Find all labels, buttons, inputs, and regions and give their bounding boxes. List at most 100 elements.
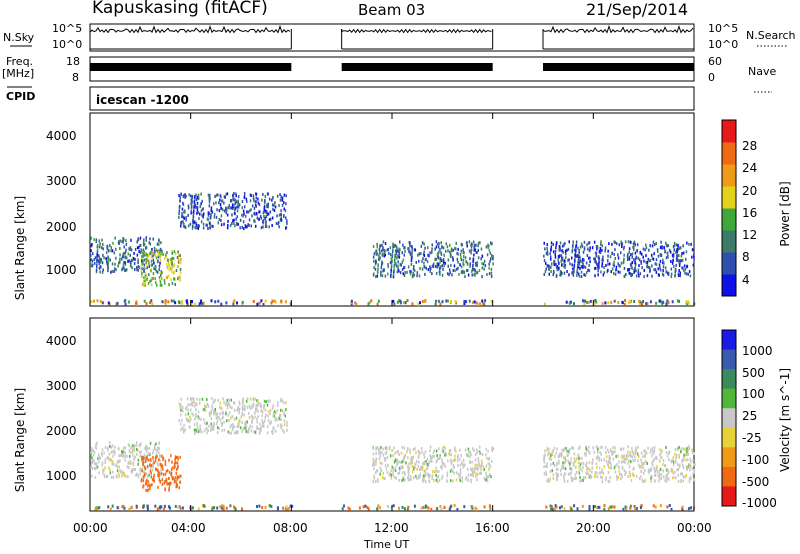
echo-cell [475,263,477,267]
echo-cell [171,267,173,271]
echo-cell [571,256,573,260]
echo-cell [138,250,140,253]
echo-cell [264,216,266,220]
echo-cell [220,506,223,510]
echo-cell [395,252,398,255]
echo-cell [618,469,620,473]
echo-cell [657,273,660,277]
echo-cell [634,455,636,459]
echo-cell [145,245,148,249]
echo-cell [155,281,157,285]
echo-cell [129,459,131,463]
echo-cell [614,464,617,468]
echo-cell [218,209,221,213]
cpid-panel-frame [89,86,695,111]
echo-cell [613,466,616,470]
echo-cell [239,218,242,222]
echo-cell [183,430,185,434]
echo-cell [457,464,459,467]
echo-cell [101,238,103,242]
echo-cell [651,264,653,268]
echo-cell [144,283,146,287]
echo-cell [108,452,111,456]
echo-cell [424,450,427,454]
velocity-ytick-3000: 3000 [46,379,77,393]
xtick-2400: 00:00 [677,521,712,535]
echo-cell [675,460,677,464]
echo-cell [379,251,381,255]
echo-cell [658,459,661,463]
echo-cell [424,246,426,250]
echo-cell [122,252,124,256]
echo-cell [258,427,260,431]
echo-cell [596,505,599,509]
echo-cell [400,466,402,470]
echo-cell [464,275,466,279]
echo-cell [232,423,234,426]
echo-cell [157,250,159,254]
echo-cell [478,303,481,306]
echo-cell [437,470,440,473]
echo-cell [107,265,109,269]
echo-cell [580,275,583,278]
echo-cell [435,245,438,249]
echo-cell [217,299,220,303]
echo-cell [407,265,410,269]
echo-cell [485,245,488,249]
echo-cell [631,255,633,259]
echo-cell [195,226,197,230]
echo-cell [594,259,597,263]
echo-cell [613,299,616,303]
echo-cell [151,263,154,267]
echo-cell [184,210,186,214]
velocity-colorbar-segment [722,330,736,351]
echo-cell [258,504,261,508]
echo-cell [675,257,678,260]
echo-cell [146,253,148,257]
echo-cell [106,245,109,249]
echo-cell [642,466,644,470]
echo-cell [177,260,180,264]
echo-cell [464,477,467,481]
echo-cell [448,452,450,455]
echo-cell [154,253,156,257]
echo-cell [179,278,181,282]
echo-cell [429,445,432,449]
echo-cell [160,241,162,245]
echo-cell [410,259,413,263]
echo-cell [462,459,465,462]
echo-cell [170,266,172,270]
echo-cell [144,276,147,280]
echo-cell [243,195,246,199]
echo-cell [648,471,650,475]
echo-cell [110,249,112,253]
echo-cell [678,254,680,258]
echo-cell [228,206,230,210]
echo-cell [572,245,574,249]
echo-cell [200,192,202,196]
echo-cell [166,276,168,280]
echo-cell [239,226,241,230]
echo-cell [130,248,133,252]
echo-cell [375,452,377,455]
echo-cell [546,250,549,254]
echo-cell [675,250,677,254]
echo-cell [477,256,480,260]
echo-cell [583,302,586,306]
echo-cell [621,242,624,246]
echo-cell [393,263,396,267]
echo-cell [485,478,487,482]
echo-cell [173,480,176,484]
echo-cell [681,259,683,263]
echo-cell [667,255,669,259]
echo-cell [608,466,610,469]
echo-cell [233,408,236,412]
echo-cell [192,400,194,404]
echo-cell [274,429,277,433]
echo-cell [268,218,271,222]
echo-cell [634,506,637,510]
echo-cell [588,507,591,511]
echo-cell [596,245,599,249]
echo-cell [187,408,189,412]
echo-cell [234,507,237,511]
